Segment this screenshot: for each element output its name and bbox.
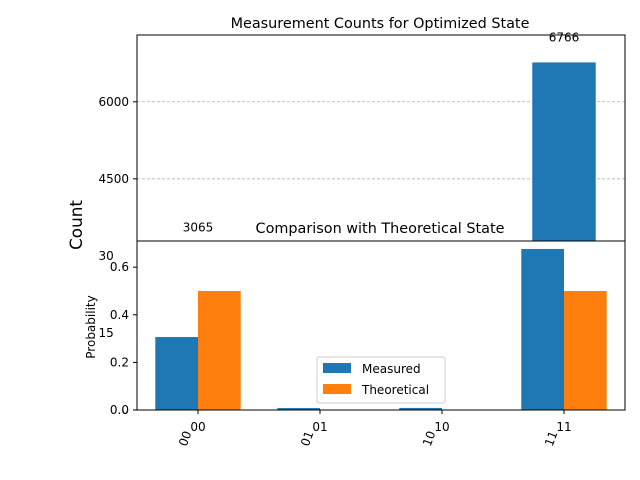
counts-y-tick-label: 4500: [98, 172, 129, 186]
counts-chart-title: Measurement Counts for Optimized State: [231, 16, 530, 32]
counts-x-tick-label: 10: [420, 429, 438, 448]
comparison-chart-title: Comparison with Theoretical State: [256, 221, 505, 237]
counts-x-tick-label: 01: [298, 429, 316, 448]
comparison-y-axis-label: Probability: [84, 295, 98, 358]
comparison-bar-measured-10: [399, 407, 442, 410]
comparison-y-axis: 0.0 0.2 0.4 0.6: [110, 240, 626, 417]
comparison-x-tick-label: 01: [312, 420, 327, 434]
counts-data-label: 6766: [549, 30, 580, 44]
comparison-y-tick-label: 0.4: [110, 308, 129, 322]
comparison-bar-measured-11: [521, 248, 564, 410]
comparison-plot-frame: [136, 240, 626, 411]
comparison-x-tick-label: 11: [556, 420, 571, 434]
counts-x-tick-label: 11: [542, 429, 560, 448]
comparison-bars: [155, 248, 607, 410]
counts-data-label: 3065: [183, 221, 214, 235]
legend-label-measured: Measured: [362, 362, 421, 376]
comparison-legend: Measured Theoretical: [316, 356, 446, 404]
comparison-y-tick-label: 0.0: [110, 403, 129, 417]
comparison-chart: 0.0 0.2 0.4 0.6 00 01 10 11 Comparison with Th…: [84, 221, 640, 434]
counts-x-axis: 00 01 10 11: [176, 410, 565, 448]
counts-data-labels: 3065 6766: [183, 30, 580, 234]
comparison-bar-measured-01: [277, 408, 320, 410]
counts-y-axis-label: Count: [66, 200, 86, 250]
comparison-x-axis: 00 01 10 11: [190, 410, 572, 434]
comparison-y-tick-label: 0.2: [110, 355, 129, 369]
comparison-y-tick-label: 0.6: [110, 260, 129, 274]
legend-swatch-measured: [323, 363, 351, 373]
counts-x-tick-label: 00: [176, 429, 194, 448]
counts-y-tick-label: 6000: [98, 95, 129, 109]
comparison-bar-measured-00: [155, 337, 198, 410]
comparison-bar-theoretical-00: [198, 290, 241, 410]
comparison-x-tick-label: 10: [434, 420, 449, 434]
legend-swatch-theoretical: [323, 384, 351, 394]
comparison-x-tick-label: 00: [190, 420, 205, 434]
comparison-bar-theoretical-11: [564, 290, 607, 410]
legend-label-theoretical: Theoretical: [361, 383, 429, 397]
